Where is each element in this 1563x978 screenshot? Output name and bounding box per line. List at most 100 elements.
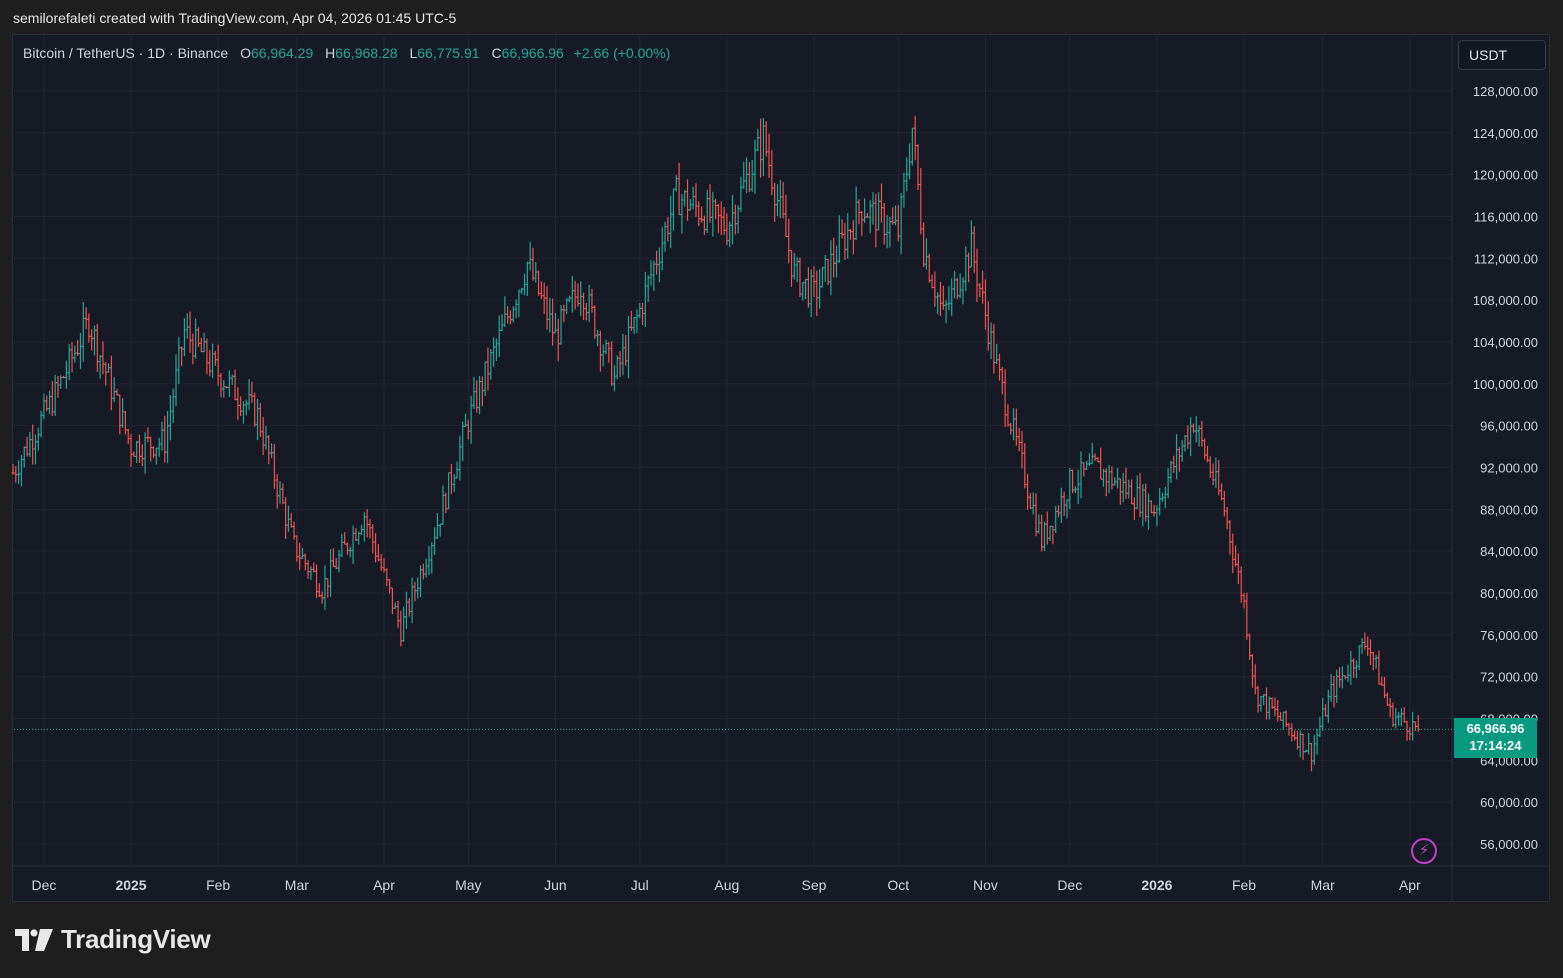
up-bar bbox=[736, 205, 740, 234]
up-bar bbox=[348, 546, 352, 558]
up-bar bbox=[452, 474, 456, 492]
down-bar bbox=[1273, 697, 1277, 717]
down-bar bbox=[1051, 525, 1055, 545]
up-bar bbox=[1158, 487, 1162, 516]
down-bar bbox=[941, 285, 945, 310]
down-bar bbox=[303, 553, 307, 571]
down-bar bbox=[896, 205, 900, 242]
symbol-label[interactable]: Bitcoin / TetherUS · 1D · Binance bbox=[23, 45, 229, 61]
up-bar bbox=[908, 143, 912, 180]
up-bar bbox=[868, 200, 872, 234]
down-bar bbox=[1003, 369, 1007, 428]
up-bar bbox=[404, 591, 408, 630]
down-bar bbox=[666, 217, 670, 242]
x-tick-label: Nov bbox=[973, 877, 998, 893]
down-bar bbox=[132, 451, 136, 458]
high-key: H bbox=[325, 45, 336, 61]
up-bar bbox=[1169, 460, 1173, 483]
up-bar bbox=[1127, 479, 1131, 499]
down-bar bbox=[812, 266, 816, 298]
down-bar bbox=[1236, 553, 1240, 584]
down-bar bbox=[992, 324, 996, 374]
down-bar bbox=[334, 557, 338, 570]
down-bar bbox=[781, 181, 785, 219]
up-bar bbox=[53, 374, 57, 416]
up-bar bbox=[854, 186, 858, 241]
down-bar bbox=[1290, 723, 1294, 742]
up-bar bbox=[548, 297, 552, 333]
down-bar bbox=[1388, 697, 1392, 718]
down-bar bbox=[922, 222, 926, 267]
lightning-icon[interactable]: ⚡ bbox=[1411, 838, 1437, 864]
down-bar bbox=[236, 387, 240, 420]
down-bar bbox=[1248, 633, 1252, 660]
down-bar bbox=[1293, 730, 1297, 741]
down-bar bbox=[1380, 676, 1384, 686]
down-bar bbox=[1203, 438, 1207, 460]
chart-caption: semilorefaleti created with TradingView.… bbox=[13, 10, 457, 26]
close-key: C bbox=[491, 45, 502, 61]
up-bar bbox=[323, 565, 327, 610]
up-bar bbox=[520, 287, 524, 295]
down-bar bbox=[267, 435, 271, 465]
up-bar bbox=[202, 332, 206, 353]
down-bar bbox=[806, 267, 810, 308]
up-bar bbox=[351, 525, 355, 565]
down-bar bbox=[843, 223, 847, 260]
down-bar bbox=[1177, 447, 1181, 472]
up-bar bbox=[461, 421, 465, 462]
up-bar bbox=[534, 262, 538, 283]
down-bar bbox=[1231, 533, 1235, 574]
down-bar bbox=[891, 207, 895, 225]
down-bar bbox=[1017, 427, 1021, 452]
down-bar bbox=[233, 369, 237, 401]
y-tick-label: 76,000.00 bbox=[1480, 628, 1538, 643]
down-bar bbox=[486, 347, 490, 391]
down-bar bbox=[140, 444, 144, 466]
down-bar bbox=[1225, 507, 1229, 530]
up-bar bbox=[22, 446, 26, 468]
up-bar bbox=[264, 425, 268, 450]
down-bar bbox=[1253, 664, 1257, 695]
up-bar bbox=[837, 215, 841, 263]
up-bar bbox=[888, 216, 892, 248]
down-bar bbox=[225, 386, 229, 389]
high-value: 66,968.28 bbox=[335, 45, 398, 61]
up-bar bbox=[430, 542, 434, 574]
down-bar bbox=[1118, 478, 1122, 505]
up-bar bbox=[683, 189, 687, 207]
down-bar bbox=[1343, 675, 1347, 680]
up-bar bbox=[871, 192, 875, 225]
up-bar bbox=[728, 221, 732, 248]
down-bar bbox=[790, 250, 794, 287]
down-bar bbox=[101, 341, 105, 375]
down-bar bbox=[607, 342, 611, 363]
down-bar bbox=[998, 353, 1002, 381]
up-bar bbox=[59, 375, 63, 389]
down-bar bbox=[860, 211, 864, 237]
up-bar bbox=[804, 278, 808, 300]
close-value: 66,966.96 bbox=[501, 45, 564, 61]
up-bar bbox=[427, 546, 431, 575]
x-tick-label: Feb bbox=[1232, 877, 1256, 893]
x-tick-label: Jun bbox=[544, 877, 567, 893]
down-bar bbox=[326, 578, 330, 598]
down-bar bbox=[219, 373, 223, 398]
down-bar bbox=[1144, 483, 1148, 522]
up-bar bbox=[936, 292, 940, 315]
down-bar bbox=[593, 305, 597, 339]
down-bar bbox=[1009, 422, 1013, 435]
currency-button[interactable]: USDT bbox=[1458, 40, 1546, 70]
up-bar bbox=[1194, 416, 1198, 443]
down-bar bbox=[354, 528, 358, 542]
up-bar bbox=[1180, 439, 1184, 462]
down-bar bbox=[76, 340, 80, 356]
down-bar bbox=[1234, 545, 1238, 567]
down-bar bbox=[700, 206, 704, 223]
down-bar bbox=[787, 218, 791, 264]
down-bar bbox=[857, 199, 861, 225]
up-bar bbox=[565, 298, 569, 315]
down-bar bbox=[191, 333, 195, 365]
up-bar bbox=[168, 395, 172, 441]
